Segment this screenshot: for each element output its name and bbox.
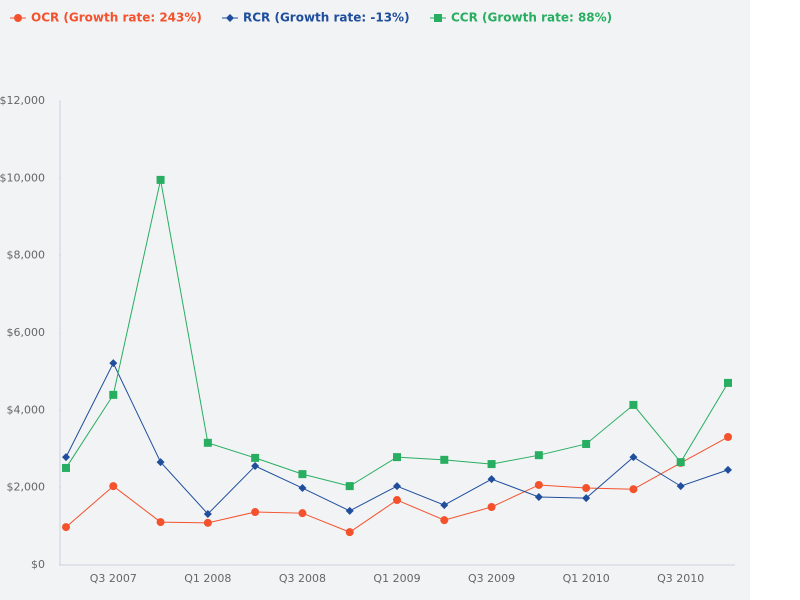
- point: [251, 453, 260, 462]
- y-tick-label: $10,000: [0, 171, 45, 184]
- point: [534, 451, 543, 460]
- point: [109, 359, 118, 368]
- point: [393, 482, 401, 491]
- point: [156, 518, 165, 527]
- y-tick-label: $12,000: [0, 94, 45, 107]
- legend-marker: [226, 14, 234, 22]
- point: [487, 503, 496, 511]
- legend-marker: [434, 14, 442, 22]
- point: [534, 480, 543, 489]
- point: [676, 458, 685, 467]
- point: [251, 508, 260, 517]
- point: [440, 516, 449, 525]
- y-tick-label: $8,000: [7, 249, 46, 262]
- point: [62, 463, 70, 472]
- x-tick-label: Q3 2010: [657, 572, 704, 585]
- point: [156, 458, 165, 467]
- point: [62, 523, 70, 532]
- legend-label[interactable]: CCR (Growth rate: 88%): [451, 11, 612, 25]
- point: [582, 494, 591, 503]
- point: [345, 528, 354, 537]
- point: [345, 482, 354, 491]
- point: [582, 484, 591, 493]
- point: [534, 492, 543, 501]
- point: [487, 460, 496, 469]
- legend-marker: [14, 14, 22, 22]
- x-tick-label: Q1 2010: [563, 572, 610, 585]
- point: [298, 470, 307, 479]
- point: [203, 518, 212, 527]
- x-tick-label: Q3 2008: [279, 572, 326, 585]
- legend-label[interactable]: RCR (Growth rate: -13%): [243, 11, 410, 25]
- point: [62, 453, 70, 462]
- point: [203, 438, 212, 447]
- point: [156, 175, 165, 184]
- point: [393, 496, 401, 505]
- point: [109, 482, 118, 491]
- point: [440, 455, 449, 464]
- y-tick-label: $2,000: [7, 481, 46, 494]
- point: [298, 484, 307, 493]
- point: [298, 509, 307, 518]
- x-tick-label: Q3 2007: [90, 572, 137, 585]
- x-tick-label: Q1 2008: [184, 572, 231, 585]
- point: [487, 475, 496, 484]
- background: [0, 0, 750, 600]
- point: [582, 439, 591, 448]
- y-tick-label: $0: [31, 558, 45, 571]
- point: [345, 506, 354, 515]
- point: [676, 482, 685, 491]
- point: [440, 501, 449, 510]
- point: [629, 453, 638, 462]
- point: [629, 400, 638, 409]
- x-tick-label: Q1 2009: [373, 572, 420, 585]
- point: [724, 378, 732, 387]
- x-tick-label: Q3 2009: [468, 572, 515, 585]
- point: [393, 453, 401, 462]
- point: [109, 390, 118, 399]
- point: [629, 485, 638, 494]
- point: [251, 462, 260, 471]
- y-tick-label: $4,000: [7, 403, 46, 416]
- legend-label[interactable]: OCR (Growth rate: 243%): [31, 11, 202, 25]
- y-tick-label: $6,000: [7, 326, 46, 339]
- point: [724, 465, 732, 474]
- point: [203, 509, 212, 518]
- point: [724, 433, 732, 442]
